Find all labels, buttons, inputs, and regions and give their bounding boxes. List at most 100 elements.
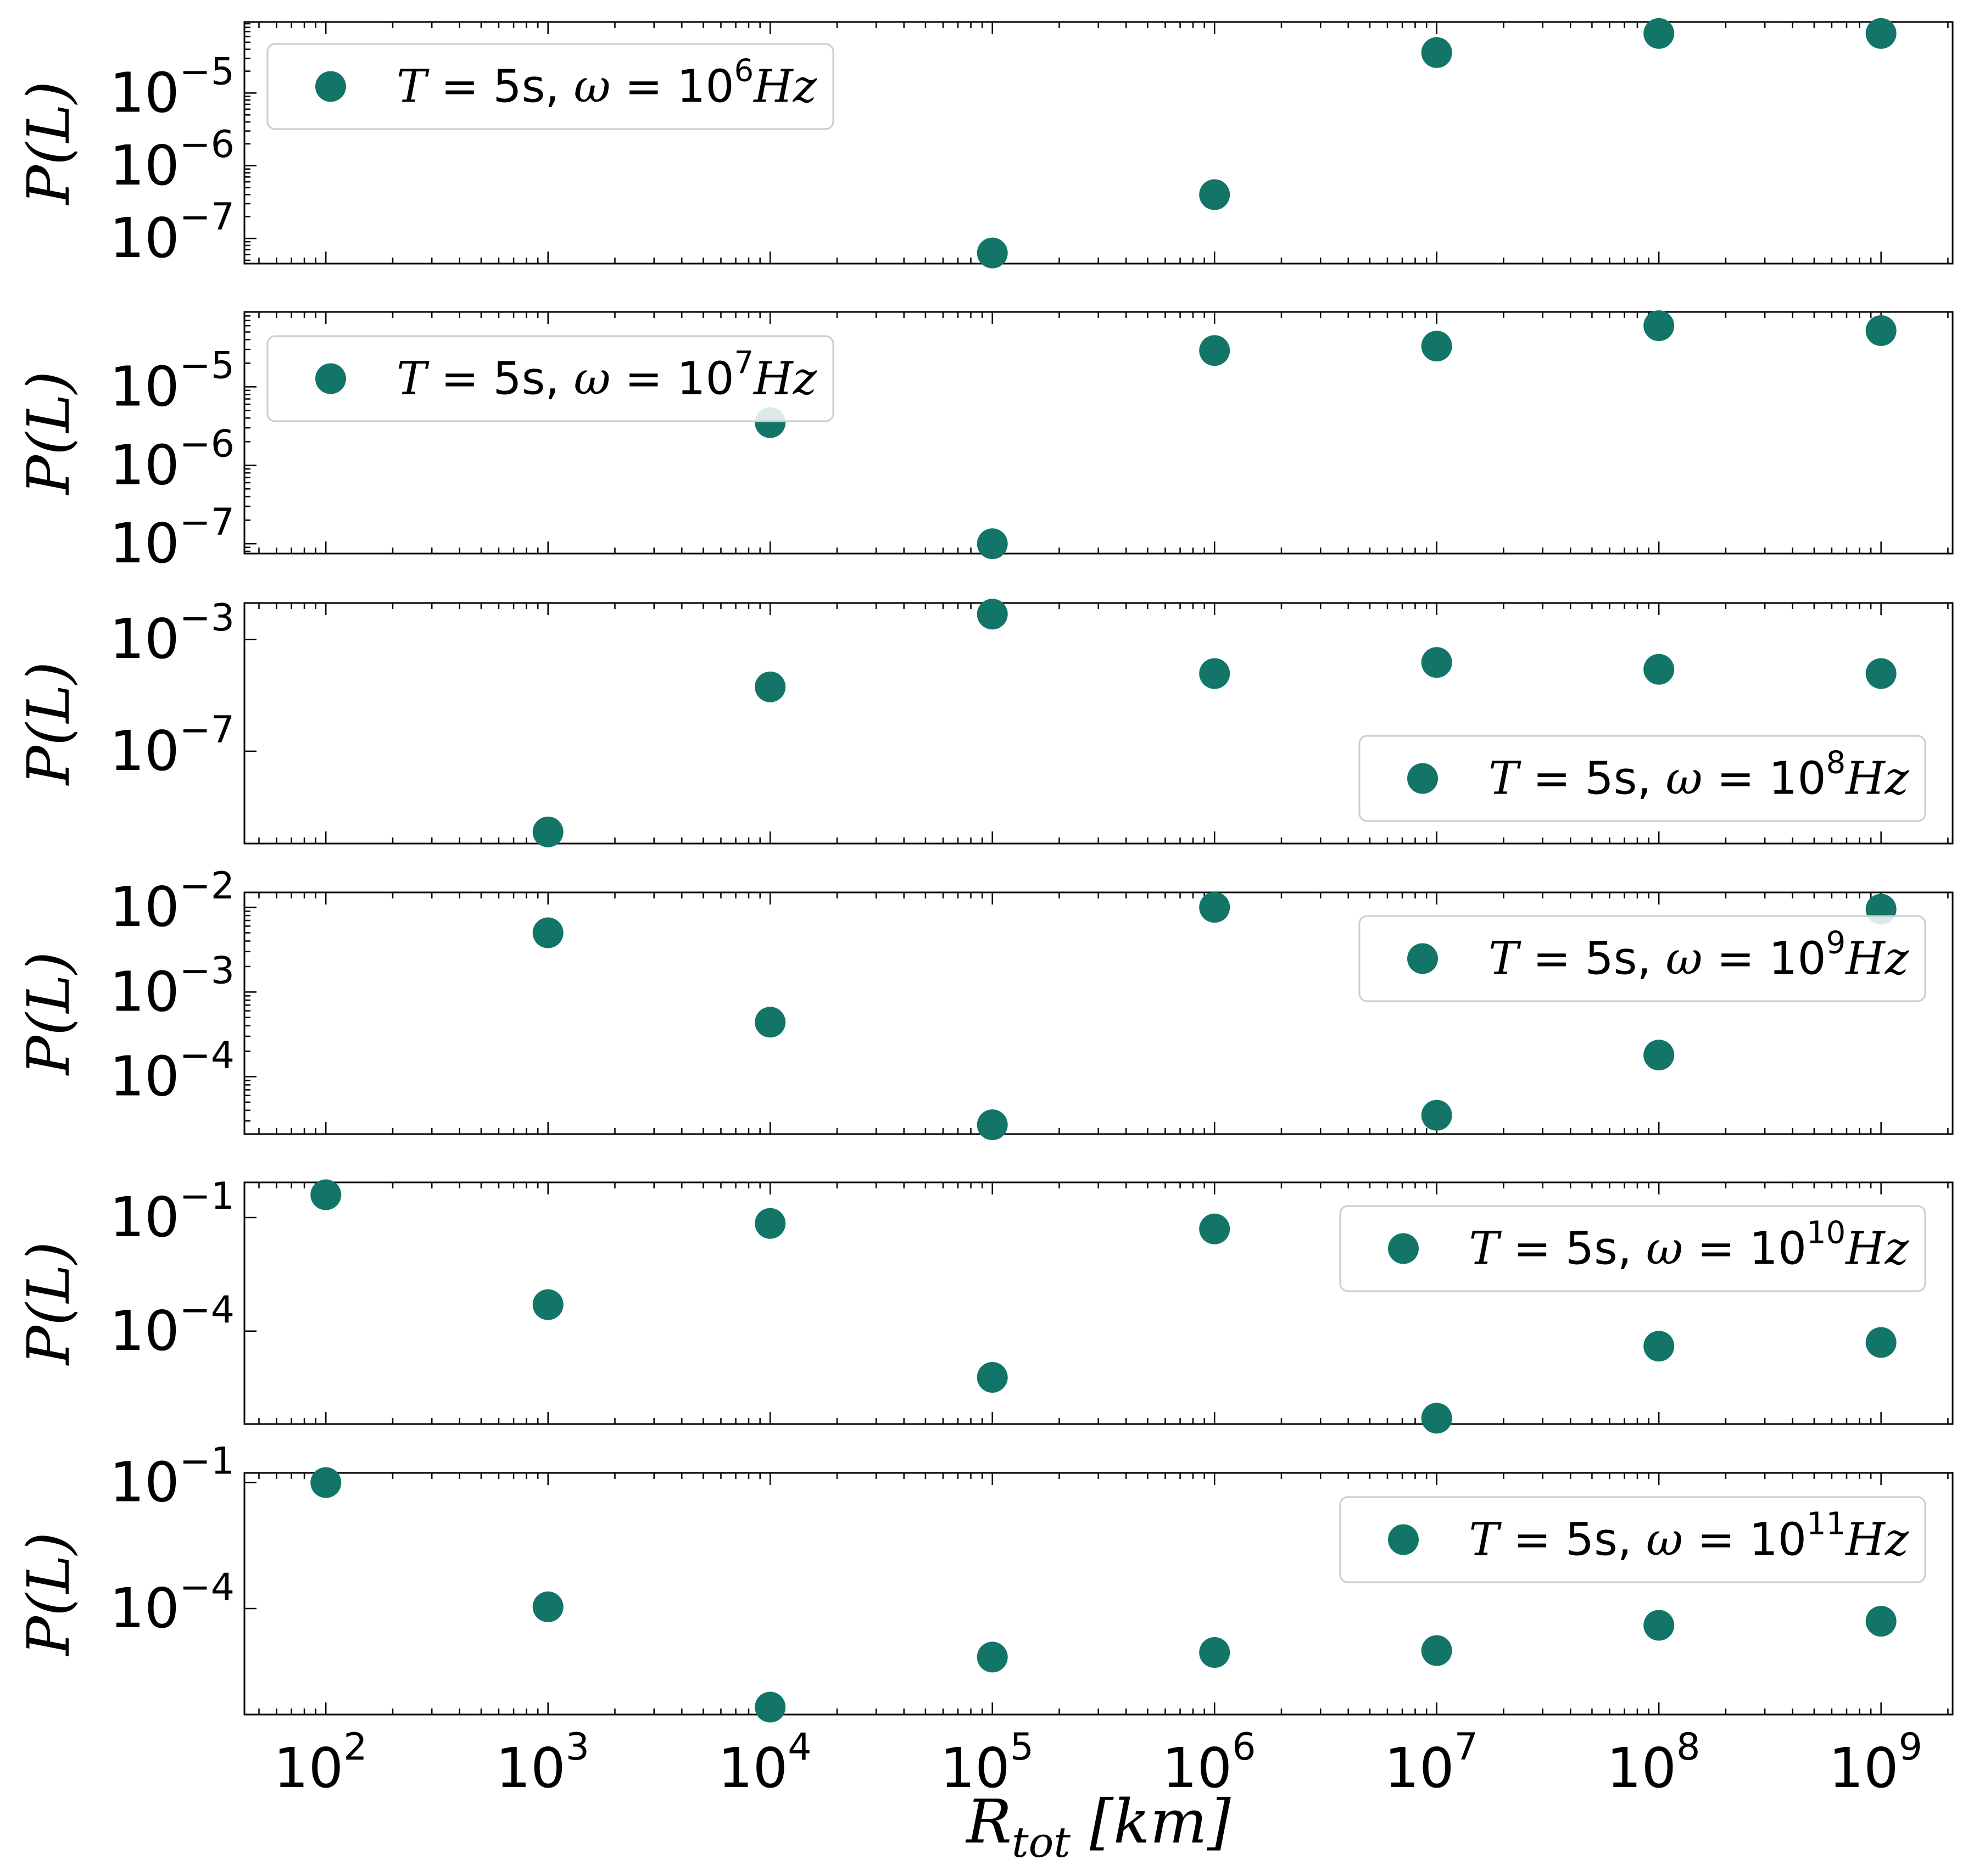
y-axis-label: P(L) [15,662,82,786]
data-point [1421,1099,1452,1131]
data-point [1199,335,1230,366]
data-point [1643,310,1675,342]
data-point [532,917,564,948]
y-ticks [244,638,257,752]
y-tick-label: 10−4 [110,1566,235,1640]
data-point [1421,331,1452,362]
y-tick-label: 10−7 [110,196,235,270]
y-tick-label: 10−6 [110,123,235,198]
data-points [755,310,1897,560]
legend-box [1339,1205,1926,1292]
x-ticks [258,1182,1949,1424]
data-point [532,816,564,847]
data-point [1865,18,1897,49]
y-tick-label: 10−1 [110,1175,235,1249]
data-point [1643,1040,1675,1071]
x-tick-label: 103 [495,1726,589,1800]
data-points [310,1467,1897,1723]
legend-box [1358,915,1926,1002]
x-ticks [258,312,1949,554]
y-tick-label: 10−2 [110,864,235,939]
data-point [1421,37,1452,68]
legend: T = 5s, ω = 108Hz [1358,735,1926,822]
data-point [755,1691,786,1723]
legend-marker [315,363,346,394]
x-axis-label: Rtot [km] [965,1786,1231,1867]
data-point [1199,892,1230,923]
legend-label: T = 5s, ω = 1011Hz [1469,1506,1909,1566]
legend-label: T = 5s, ω = 109Hz [1488,925,1909,985]
y-tick-label: 10−5 [110,344,235,418]
x-tick-label: 107 [1384,1726,1478,1800]
data-point [1199,1637,1230,1668]
data-point [310,1467,342,1498]
legend-label: T = 5s, ω = 107Hz [397,345,817,405]
legend: T = 5s, ω = 109Hz [1358,915,1926,1002]
x-tick-label: 104 [718,1726,812,1800]
data-point [1643,18,1675,49]
data-point [1421,1403,1452,1434]
legend: T = 5s, ω = 1011Hz [1339,1496,1926,1583]
legend-marker [1407,763,1438,794]
legend-box [1358,735,1926,822]
data-points [310,1179,1897,1434]
data-points [977,18,1897,269]
y-axis-label: P(L) [15,952,82,1076]
data-point [1643,1331,1675,1362]
data-point [532,1591,564,1622]
y-tick-label: 10−7 [110,501,235,576]
data-point [1199,658,1230,689]
data-point [755,1007,786,1038]
data-point [977,599,1008,630]
data-point [1865,1327,1897,1358]
x-tick-label: 105 [940,1726,1034,1800]
y-axis-label: P(L) [15,371,82,495]
legend-marker [1407,943,1438,974]
y-tick-label: 10−4 [110,1288,235,1363]
y-ticks [244,1216,257,1332]
data-point [1865,658,1897,689]
data-point [755,1208,786,1239]
x-tick-label: 102 [274,1726,367,1800]
panel-4: 10−4 10−3 10−2 P(L) T = 5s, ω = 109Hz [15,864,1954,1141]
x-tick-label: 108 [1607,1726,1701,1800]
legend: T = 5s, ω = 107Hz [266,335,834,422]
panel-5: 10−4 10−1 P(L) T = 5s, ω = 1010Hz [15,1175,1954,1434]
y-ticks [244,906,257,1122]
panel-1: 10−710−610−5 P(L) T = 5s, ω = 106Hz [15,18,1954,270]
data-point [977,237,1008,269]
data-points [532,599,1897,847]
y-axis-label: P(L) [15,1532,82,1656]
y-tick-label: 10−5 [110,50,235,125]
data-point [977,1361,1008,1393]
x-tick-label: 109 [1828,1726,1922,1800]
y-ticks [244,23,257,261]
legend-marker [315,71,346,102]
data-point [977,528,1008,560]
data-point [1421,647,1452,678]
legend-box [1339,1496,1926,1583]
x-ticks [258,603,1949,844]
data-point [977,1109,1008,1141]
legend-box [266,335,834,422]
y-tick-label: 10−4 [110,1034,235,1109]
panel-6: 10−4 10−1 P(L) T = 5s, ω = 1011Hz [15,1440,1954,1723]
y-ticks [244,1482,257,1610]
data-point [310,1179,342,1210]
y-tick-label: 10−6 [110,422,235,497]
data-point [1199,179,1230,210]
legend-label: T = 5s, ω = 106Hz [397,53,817,113]
data-point [1421,1635,1452,1666]
data-point [1865,315,1897,347]
legend-label: T = 5s, ω = 1010Hz [1469,1215,1909,1275]
data-point [977,1642,1008,1673]
y-ticks [244,311,257,552]
y-tick-label: 10−3 [110,596,235,671]
x-tick-label: 106 [1162,1726,1256,1800]
legend-label: T = 5s, ω = 108Hz [1488,745,1909,805]
data-point [1643,654,1675,685]
data-point [755,671,786,702]
legend-box [266,43,834,130]
x-tick-labels: 102 103 104 105 106 107 108 109 [274,1726,1922,1800]
